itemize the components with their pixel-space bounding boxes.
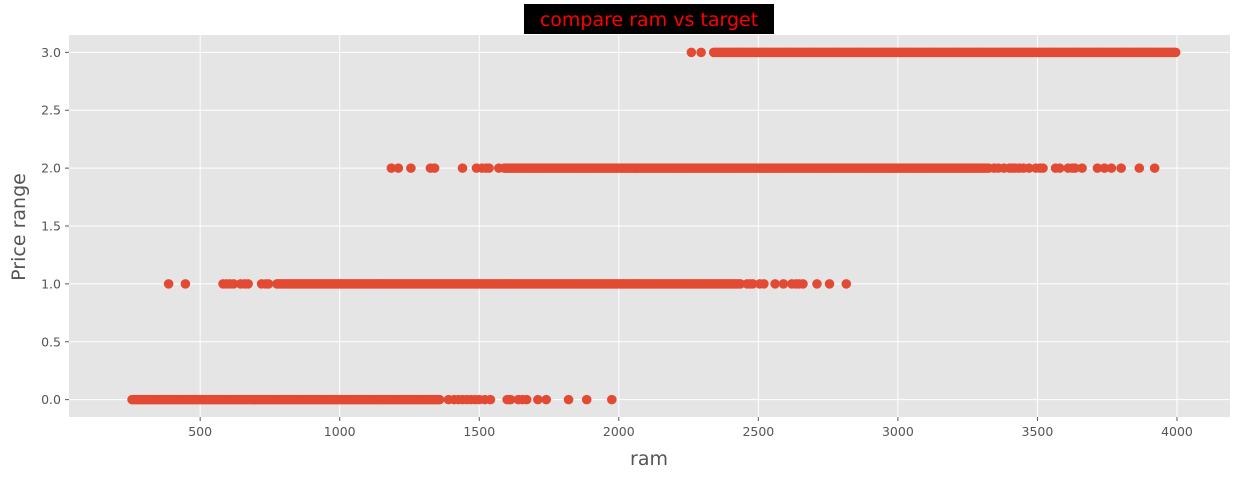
data-point [1038, 163, 1048, 173]
y-tick-label: 0.5 [41, 334, 61, 349]
data-point [696, 47, 706, 58]
x-tick-label: 500 [188, 424, 212, 439]
data-point [1099, 163, 1110, 173]
data-point [563, 394, 574, 405]
y-tick-label: 1.0 [41, 276, 61, 291]
x-tick-label: 3000 [882, 424, 914, 439]
data-point [243, 279, 253, 289]
data-point [386, 163, 397, 173]
data-point [163, 279, 174, 289]
data-point [1149, 163, 1160, 173]
data-point [180, 279, 191, 289]
chart-title-background [524, 4, 774, 34]
chart-title: compare ram vs target [540, 9, 758, 31]
data-point [484, 163, 494, 173]
y-tick-label: 0.0 [41, 392, 61, 407]
data-point [228, 279, 239, 289]
x-tick-label: 2500 [742, 424, 774, 439]
x-tick-label: 3500 [1022, 424, 1054, 439]
data-point [1134, 163, 1145, 173]
data-point [581, 394, 592, 405]
y-tick-labels: 0.0 0.5 1.0 1.5 2.0 2.5 3.0 [41, 45, 69, 407]
data-point [759, 279, 769, 289]
data-point [521, 394, 532, 405]
data-point [505, 394, 516, 405]
data-point [1106, 163, 1117, 173]
data-point [812, 279, 822, 289]
x-tick-labels: 500 1000 1500 2000 2500 3000 3500 4000 [188, 417, 1193, 439]
data-point [493, 163, 504, 173]
data-point [1077, 163, 1087, 173]
data-point [778, 279, 789, 289]
data-point [607, 394, 617, 405]
data-point [735, 279, 746, 289]
y-axis-title: Price range [8, 173, 30, 281]
y-tick-label: 2.5 [41, 103, 61, 118]
data-point [429, 163, 440, 173]
data-point [1024, 163, 1034, 173]
data-point [393, 163, 404, 173]
data-point [1116, 163, 1126, 173]
y-tick-label: 3.0 [41, 45, 61, 60]
data-point [541, 394, 552, 405]
data-point [1070, 163, 1080, 173]
y-tick-label: 2.0 [41, 161, 61, 176]
data-point [434, 394, 445, 405]
data-point [457, 163, 468, 173]
data-point [1170, 47, 1181, 58]
data-point [485, 394, 496, 405]
x-tick-label: 4000 [1161, 424, 1193, 439]
x-tick-label: 1000 [324, 424, 356, 439]
data-point [686, 47, 697, 58]
data-point [770, 279, 780, 289]
data-point [841, 279, 852, 289]
y-tick-label: 1.5 [41, 219, 61, 234]
x-axis-title: ram [630, 448, 668, 470]
data-point [533, 394, 543, 405]
data-point [798, 279, 808, 289]
data-point [747, 279, 758, 289]
data-point [1054, 163, 1065, 173]
data-point [1092, 163, 1103, 173]
data-point [263, 279, 274, 289]
data-point [824, 279, 835, 289]
data-points [127, 47, 1181, 405]
data-point [406, 163, 416, 173]
x-tick-label: 2000 [603, 424, 635, 439]
x-tick-label: 1500 [463, 424, 495, 439]
